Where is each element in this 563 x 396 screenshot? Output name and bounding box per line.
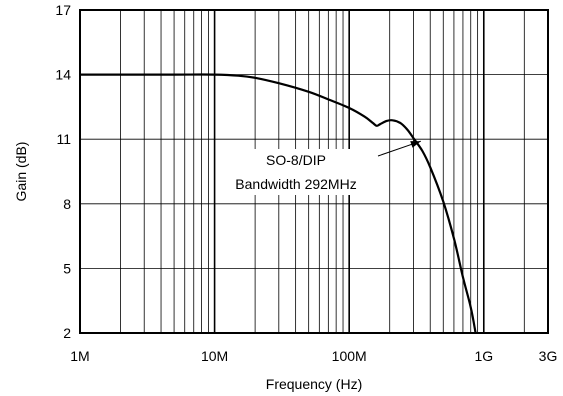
- x-axis-title: Frequency (Hz): [266, 376, 362, 392]
- x-tick-label: 1G: [474, 348, 493, 364]
- y-tick-label: 2: [63, 325, 71, 341]
- x-tick-label: 1M: [70, 348, 89, 364]
- annotation-background: [218, 149, 374, 195]
- y-tick-label: 8: [63, 196, 71, 212]
- y-axis-ticks: 2 5 8 11 14 17: [55, 2, 71, 341]
- y-tick-label: 14: [55, 67, 71, 83]
- x-tick-label: 100M: [332, 348, 367, 364]
- x-axis-ticks: 1M 10M 100M 1G 3G: [70, 348, 557, 364]
- annotation: SO-8/DIP Bandwidth 292MHz: [218, 140, 421, 195]
- y-axis-title: Gain (dB): [13, 142, 29, 202]
- annotation-line-1: SO-8/DIP: [266, 152, 326, 168]
- y-tick-label: 5: [63, 260, 71, 276]
- y-tick-label: 11: [56, 131, 71, 147]
- x-tick-label: 10M: [201, 348, 228, 364]
- gain-curve: [79, 73, 477, 334]
- annotation-arrowhead: [410, 141, 421, 148]
- x-tick-label: 3G: [539, 348, 558, 364]
- annotation-line-2: Bandwidth 292MHz: [235, 176, 356, 192]
- plot-frame: [79, 9, 549, 334]
- y-tick-label: 17: [55, 2, 71, 18]
